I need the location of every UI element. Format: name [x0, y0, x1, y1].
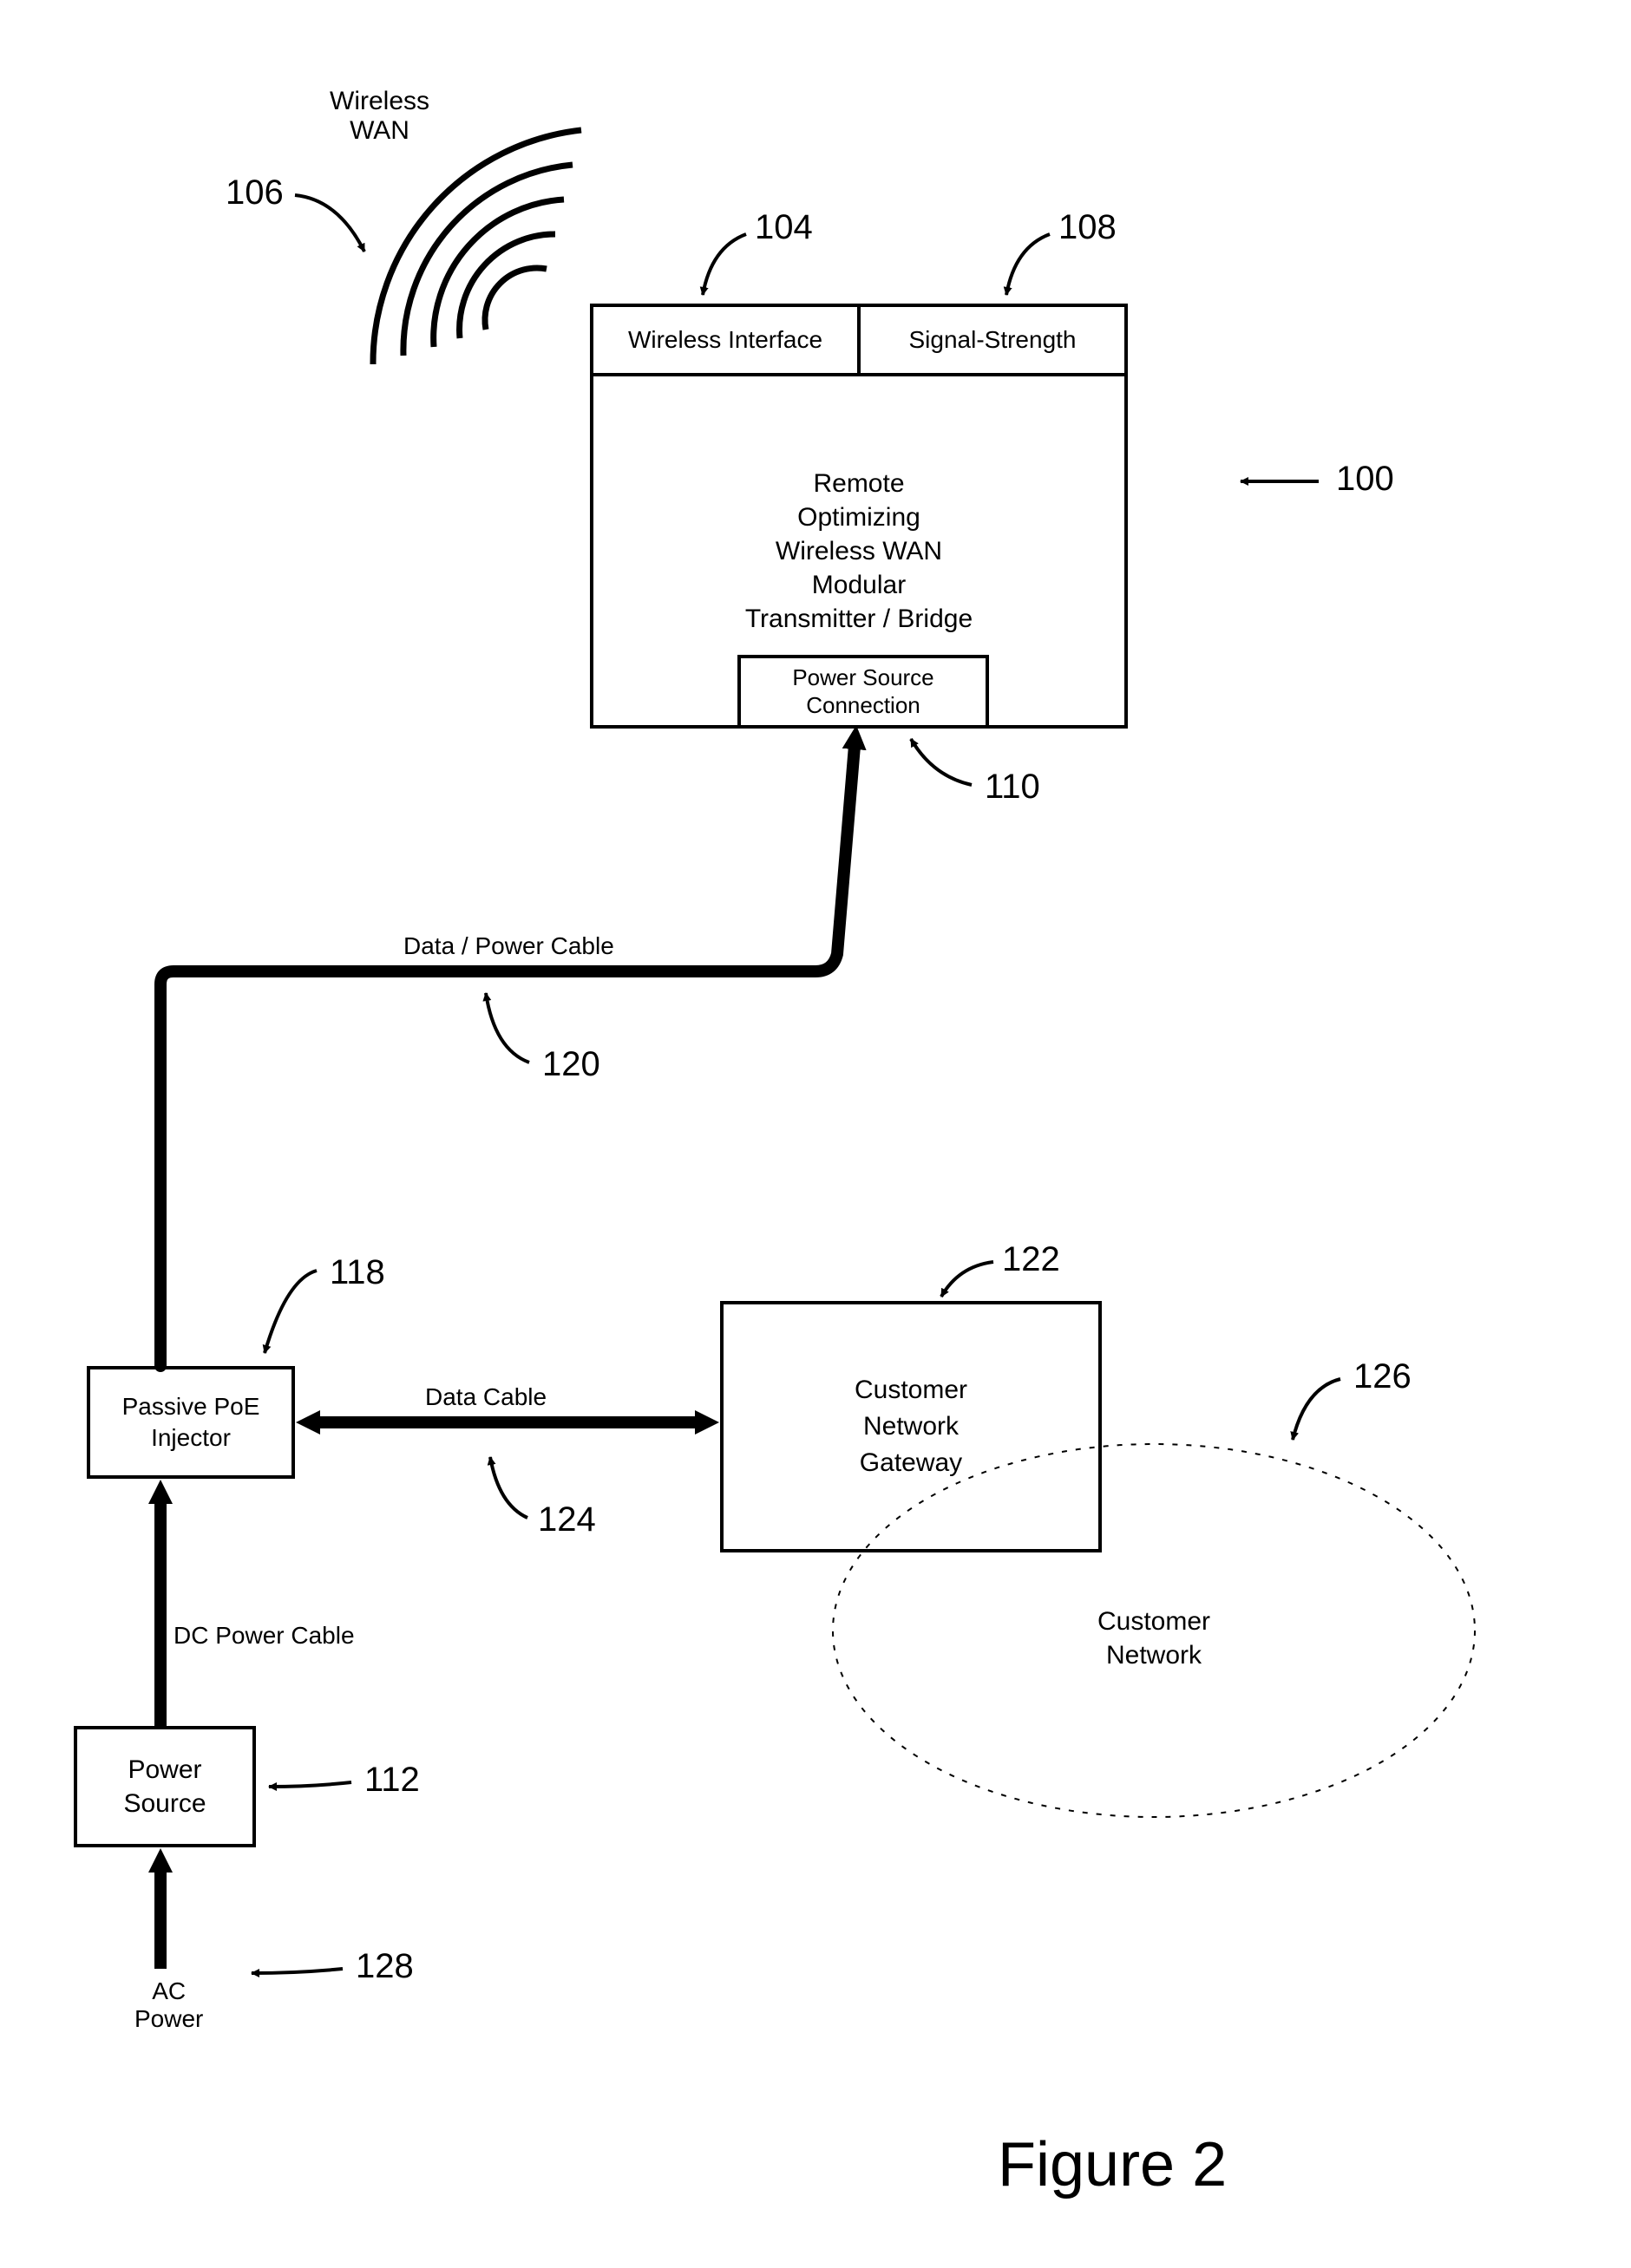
wireless-wan-label: Wireless WAN — [330, 87, 429, 146]
ref-122: 122 — [1002, 1240, 1060, 1279]
ref-120: 120 — [542, 1045, 600, 1084]
power-source-box: Power Source — [74, 1726, 256, 1847]
ref-112: 112 — [364, 1761, 420, 1800]
ref-126: 126 — [1353, 1357, 1412, 1396]
ref-104: 104 — [755, 208, 813, 247]
ref-108: 108 — [1058, 208, 1117, 247]
dc-power-cable-label: DC Power Cable — [174, 1622, 355, 1650]
power-source-conn-box: Power Source Connection — [737, 655, 989, 729]
gateway-box: Customer Network Gateway — [720, 1301, 1102, 1552]
signal-strength-cell: Signal-Strength — [861, 307, 1124, 376]
figure-title: Figure 2 — [998, 2129, 1227, 2200]
customer-network-label: Customer Network — [1097, 1605, 1210, 1672]
wireless-interface-cell: Wireless Interface — [593, 307, 861, 376]
poe-injector-box: Passive PoE Injector — [87, 1366, 295, 1479]
data-power-cable-label: Data / Power Cable — [403, 932, 614, 960]
ref-106: 106 — [226, 173, 284, 212]
ref-124: 124 — [538, 1500, 596, 1539]
data-cable-label: Data Cable — [425, 1383, 547, 1411]
ref-110: 110 — [985, 768, 1040, 807]
ac-power-label: AC Power — [134, 1977, 203, 2033]
ref-100: 100 — [1336, 460, 1394, 499]
ref-118: 118 — [330, 1253, 385, 1292]
ref-128: 128 — [356, 1947, 414, 1986]
